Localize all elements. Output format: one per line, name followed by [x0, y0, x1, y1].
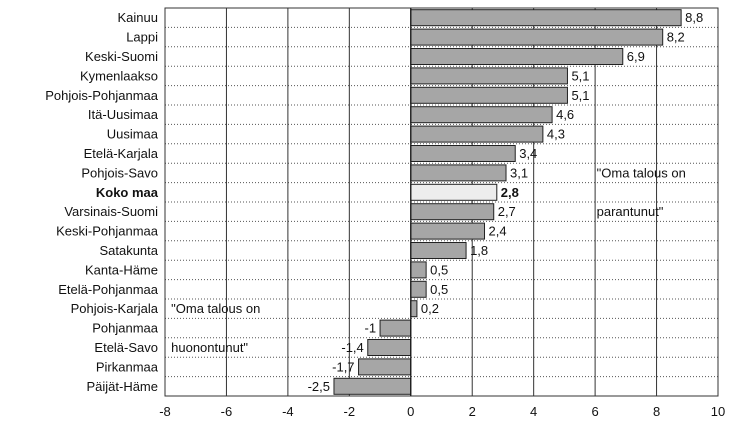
- bar-paijat-hame: [333, 377, 412, 395]
- value-label-kainuu: 8,8: [685, 10, 703, 25]
- value-label-paijat-hame: -2,5: [308, 379, 330, 394]
- grid-layer: [164, 8, 719, 396]
- bar-kymenlaakso: [410, 67, 568, 85]
- value-label-kanta-hame: 0,5: [430, 262, 448, 277]
- value-label-pohjois-savo: 3,1: [510, 165, 528, 180]
- bar-etela-karjala: [410, 145, 516, 162]
- value-label-etela-karjala: 3,4: [519, 146, 537, 161]
- bar-koko-maa: [410, 183, 498, 201]
- bar-uusimaa: [410, 125, 544, 143]
- category-label-ita-uusimaa: Itä-Uusimaa: [88, 107, 159, 122]
- category-label-pohjois-savo: Pohjois-Savo: [81, 165, 158, 180]
- category-label-paijat-hame: Päijät-Häme: [86, 379, 158, 394]
- annotation-lower-left: "Oma talous on huonontunut": [171, 301, 260, 355]
- value-label-ita-uusimaa: 4,6: [556, 107, 574, 122]
- annotation-line: parantunut": [597, 204, 664, 219]
- category-label-satakunta: Satakunta: [99, 243, 158, 258]
- x-tick-label: -2: [344, 404, 356, 419]
- value-label-koko-maa: 2,8: [501, 185, 519, 200]
- x-tick-label: 0: [407, 404, 414, 419]
- category-label-koko-maa: Koko maa: [96, 185, 159, 200]
- annotation-line: "Oma talous on: [171, 301, 260, 316]
- value-label-keski-suomi: 6,9: [627, 49, 645, 64]
- value-label-pohjois-pohjanmaa: 5,1: [571, 88, 589, 103]
- label-layer: Kainuu 8,8 Lappi 8,2 Keski-Suomi 6,9 Kymenlaak…: [45, 10, 703, 394]
- value-label-uusimaa: 4,3: [547, 127, 565, 142]
- x-tick-label: 2: [469, 404, 476, 419]
- x-tick-label: -8: [159, 404, 171, 419]
- value-label-pohjanmaa: -1: [364, 321, 376, 336]
- tick-layer: -8 -6 -4 -2 0 2 4 6 8 10: [159, 404, 725, 419]
- value-label-pohjois-karjala: 0,2: [421, 301, 439, 316]
- bar-pohjois-savo: [410, 164, 507, 182]
- annotation-upper-right: "Oma talous on parantunut": [597, 165, 686, 219]
- bar-keski-suomi: [410, 48, 624, 65]
- bar-pohjois-karjala: [410, 300, 418, 318]
- category-label-pohjois-pohjanmaa: Pohjois-Pohjanmaa: [45, 88, 159, 103]
- x-tick-label: -6: [221, 404, 233, 419]
- annotation-line: huonontunut": [171, 340, 248, 355]
- x-tick-label: 10: [711, 404, 725, 419]
- annotation-layer: "Oma talous on parantunut" "Oma talous on h…: [171, 165, 686, 355]
- category-label-kymenlaakso: Kymenlaakso: [80, 68, 158, 83]
- x-tick-label: 8: [653, 404, 660, 419]
- value-label-keski-pohjanmaa: 2,4: [489, 224, 507, 239]
- x-tick-label: 4: [530, 404, 537, 419]
- bar-lappi: [410, 28, 664, 46]
- value-label-kymenlaakso: 5,1: [571, 68, 589, 83]
- value-label-etela-pohjanmaa: 0,5: [430, 282, 448, 297]
- bar-kanta-hame: [410, 261, 427, 279]
- category-label-keski-pohjanmaa: Keski-Pohjanmaa: [56, 224, 159, 239]
- x-tick-label: -4: [282, 404, 294, 419]
- category-label-lappi: Lappi: [126, 30, 158, 45]
- bar-satakunta: [410, 242, 467, 259]
- value-label-satakunta: 1,8: [470, 243, 488, 258]
- category-label-pirkanmaa: Pirkanmaa: [96, 359, 159, 374]
- bar-pirkanmaa: [358, 358, 412, 376]
- bar-pohjanmaa: [379, 319, 412, 337]
- category-label-etela-savo: Etelä-Savo: [94, 340, 158, 355]
- value-label-pirkanmaa: -1,7: [332, 359, 354, 374]
- category-label-kainuu: Kainuu: [118, 10, 158, 25]
- category-label-uusimaa: Uusimaa: [107, 127, 159, 142]
- category-label-keski-suomi: Keski-Suomi: [85, 49, 158, 64]
- value-label-etela-savo: -1,4: [341, 340, 363, 355]
- category-label-etela-pohjanmaa: Etelä-Pohjanmaa: [58, 282, 158, 297]
- category-label-kanta-hame: Kanta-Häme: [85, 262, 158, 277]
- x-tick-label: 6: [591, 404, 598, 419]
- bar-varsinais-suomi: [410, 203, 495, 221]
- category-label-varsinais-suomi: Varsinais-Suomi: [64, 204, 158, 219]
- bar-ita-uusimaa: [410, 106, 553, 124]
- bar-etela-pohjanmaa: [410, 280, 427, 298]
- bar-etela-savo: [367, 339, 412, 356]
- bar-layer: [333, 9, 682, 395]
- value-label-varsinais-suomi: 2,7: [498, 204, 516, 219]
- category-label-pohjois-karjala: Pohjois-Karjala: [71, 301, 159, 316]
- bar-kainuu: [410, 9, 682, 27]
- value-label-lappi: 8,2: [667, 30, 685, 45]
- bar-pohjois-pohjanmaa: [410, 86, 568, 104]
- annotation-line: "Oma talous on: [597, 165, 686, 180]
- category-label-etela-karjala: Etelä-Karjala: [84, 146, 159, 161]
- bar-keski-pohjanmaa: [410, 222, 486, 240]
- category-label-pohjanmaa: Pohjanmaa: [92, 321, 159, 336]
